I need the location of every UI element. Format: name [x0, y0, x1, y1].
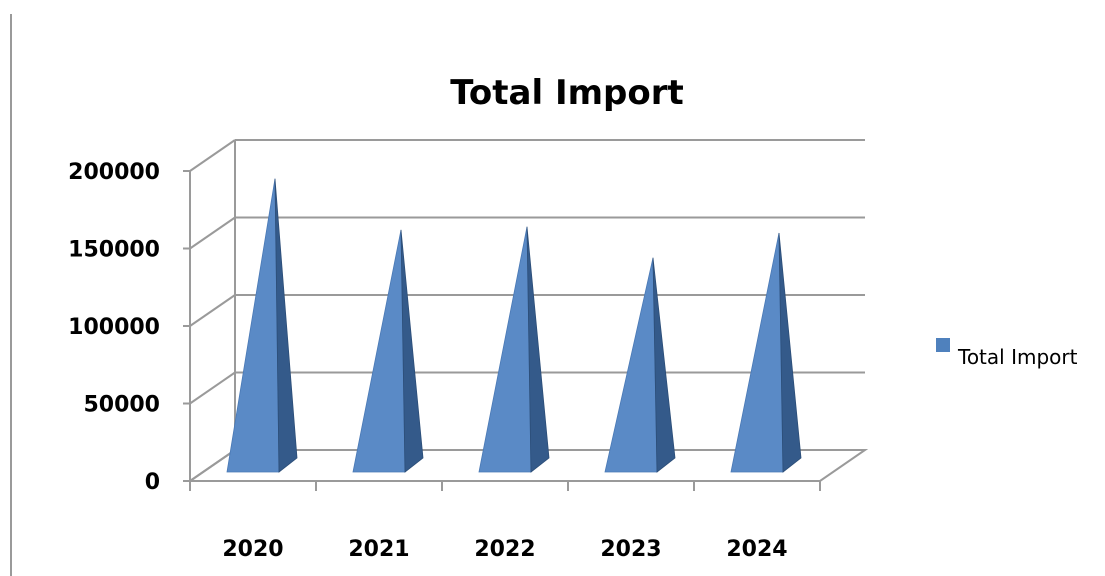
- pyramid-side-face: [652, 257, 676, 473]
- pyramid-side-face: [778, 232, 802, 473]
- y-tick-label: 150000: [68, 238, 160, 263]
- pyramid-front-face: [352, 229, 406, 473]
- x-tick-label: 2021: [348, 537, 409, 562]
- pyramid-bar: [730, 232, 802, 473]
- pyramid-bar: [352, 229, 424, 473]
- legend-swatch: [936, 338, 950, 352]
- x-tick-label: 2024: [726, 537, 787, 562]
- pyramid-front-face: [604, 257, 658, 473]
- pyramid-side-face: [400, 229, 424, 473]
- y-tick-label: 0: [145, 470, 160, 495]
- pyramid-front-face: [730, 232, 784, 473]
- x-axis-tick-labels: 2020 2021 2022 2023 2024: [222, 537, 787, 562]
- gridline-diagonal: [189, 216, 236, 250]
- chart-bars: [226, 178, 802, 473]
- x-tick-label: 2022: [474, 537, 535, 562]
- y-tick-label: 200000: [68, 160, 160, 185]
- pyramid-bar: [604, 257, 676, 473]
- x-tick-label: 2020: [222, 537, 283, 562]
- gridline-diagonal: [189, 449, 236, 482]
- y-axis-tick-labels: 0 50000 100000 150000 200000: [68, 160, 160, 495]
- pyramid-side-face: [274, 178, 298, 473]
- y-tick-label: 100000: [68, 315, 160, 340]
- gridline-diagonal: [189, 139, 236, 172]
- pyramid-front-face: [478, 226, 532, 473]
- gridline-diagonal: [189, 371, 236, 405]
- pyramid-side-face: [526, 226, 550, 473]
- chart-legend: Total Import: [936, 338, 1078, 369]
- y-tick-label: 50000: [83, 393, 160, 418]
- pyramid-bar: [226, 178, 298, 473]
- chart-title: Total Import: [450, 73, 684, 113]
- legend-label: Total Import: [957, 345, 1078, 369]
- x-tick-label: 2023: [600, 537, 661, 562]
- chart-axes: [183, 170, 821, 491]
- page-divider-line: [10, 14, 12, 576]
- gridline-diagonal: [189, 294, 236, 327]
- pyramid-bar: [478, 226, 550, 473]
